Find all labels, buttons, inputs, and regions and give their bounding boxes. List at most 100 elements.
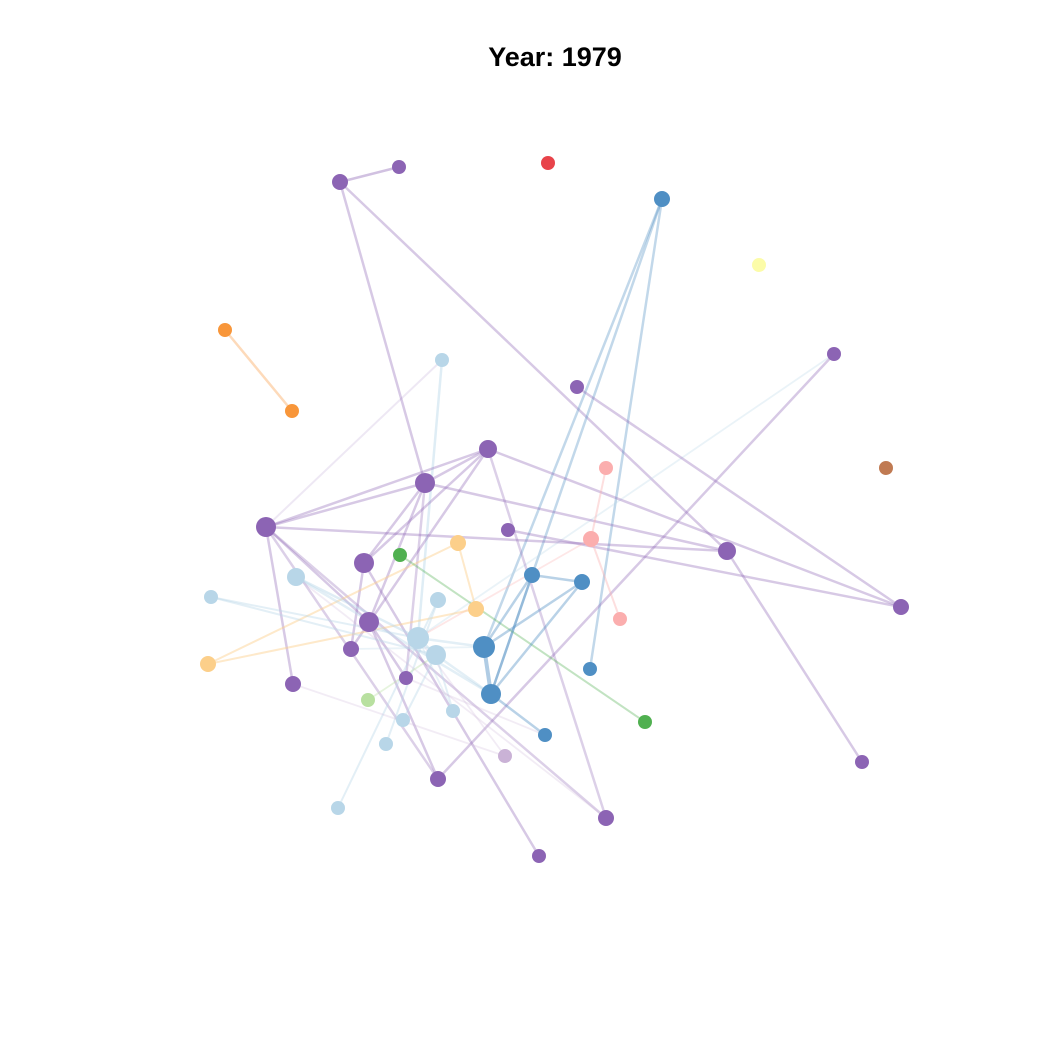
graph-node	[538, 728, 552, 742]
graph-node	[468, 601, 484, 617]
graph-edge	[489, 197, 664, 696]
graph-edge	[416, 358, 444, 640]
page-title: Year: 1979	[488, 42, 622, 72]
graph-edge	[207, 608, 477, 665]
graph-edge	[362, 447, 490, 565]
graph-node	[446, 704, 460, 718]
graph-edge	[367, 620, 408, 680]
graph-edge	[725, 549, 864, 764]
graph-edge	[264, 525, 729, 553]
graph-node	[430, 592, 446, 608]
graph-node	[200, 656, 216, 672]
graph-node	[435, 353, 449, 367]
graph-node	[638, 715, 652, 729]
graph-edge	[294, 575, 420, 640]
graph-edge	[402, 654, 437, 721]
graph-edge	[265, 359, 443, 528]
graph-node	[415, 473, 435, 493]
graph-edge	[423, 447, 490, 485]
graph-edge	[417, 353, 835, 639]
graph-edge	[482, 573, 534, 649]
graph-node	[654, 191, 670, 207]
graph-node	[599, 461, 613, 475]
graph-edge	[575, 385, 903, 609]
graph-node	[613, 612, 627, 626]
graph-node	[450, 535, 466, 551]
graph-node	[752, 258, 766, 272]
graph-node	[218, 323, 232, 337]
graph-node	[359, 612, 379, 632]
graph-node	[479, 440, 497, 458]
graph-edge	[417, 538, 592, 639]
graph-node	[583, 662, 597, 676]
graph-node	[343, 641, 359, 657]
graph-edge	[223, 328, 294, 413]
graph-edge	[486, 447, 608, 820]
graph-edge	[434, 653, 493, 696]
graph-edge	[264, 525, 295, 686]
graph-edge	[264, 481, 427, 529]
graph-edge	[489, 573, 534, 696]
graph-node	[407, 627, 429, 649]
graph-node	[354, 553, 374, 573]
graph-node	[501, 523, 515, 537]
graph-edge	[405, 677, 546, 736]
graph-node	[331, 801, 345, 815]
graph-edge	[506, 528, 903, 609]
graph-node	[855, 755, 869, 769]
graph-edge	[367, 620, 440, 781]
graph-edge	[590, 538, 621, 620]
graph-node	[285, 404, 299, 418]
graph-edge	[264, 525, 608, 820]
graph-edge	[349, 561, 366, 651]
graph-node	[879, 461, 893, 475]
graph-edge	[404, 481, 427, 680]
graph-edge	[588, 197, 664, 671]
graph-node	[473, 636, 495, 658]
graph-edge	[416, 636, 486, 649]
graph-node	[396, 713, 410, 727]
graph-edge	[457, 542, 477, 610]
graph-node	[379, 737, 393, 751]
graph-edge	[590, 467, 607, 540]
graph-edge	[489, 580, 584, 696]
graph-node	[285, 676, 301, 692]
graph-node	[392, 160, 406, 174]
graph-edge	[423, 481, 729, 553]
graph-edge	[482, 197, 664, 649]
graph-edge	[210, 596, 419, 639]
graph-edge	[338, 180, 729, 553]
graph-node	[498, 749, 512, 763]
graph-node	[598, 810, 614, 826]
graph-node	[287, 568, 305, 586]
graph-edge	[264, 447, 490, 529]
graph-edge	[338, 180, 427, 485]
graph-edge	[210, 596, 437, 656]
graph-node	[393, 548, 407, 562]
graph-node	[426, 645, 446, 665]
graph-node	[204, 590, 218, 604]
graph-node	[827, 347, 841, 361]
graph-edge	[489, 692, 547, 737]
graph-node	[893, 599, 909, 615]
graph-node	[570, 380, 584, 394]
graph-edge	[295, 576, 607, 819]
graph-node	[481, 684, 501, 704]
graph-node	[541, 156, 555, 170]
graph-edge	[436, 352, 836, 781]
graph-node	[399, 671, 413, 685]
graph-edge	[486, 447, 903, 609]
graph-edge	[385, 599, 439, 745]
graph-edge	[338, 165, 401, 184]
graph-edge	[417, 637, 454, 712]
graph-edge	[264, 525, 371, 624]
graph-edge	[207, 542, 459, 665]
graph-node	[574, 574, 590, 590]
graph-node	[256, 517, 276, 537]
graph-edge	[482, 580, 584, 649]
graph-node	[430, 771, 446, 787]
graph-node	[532, 849, 546, 863]
graph-node	[583, 531, 599, 547]
graph-node	[524, 567, 540, 583]
